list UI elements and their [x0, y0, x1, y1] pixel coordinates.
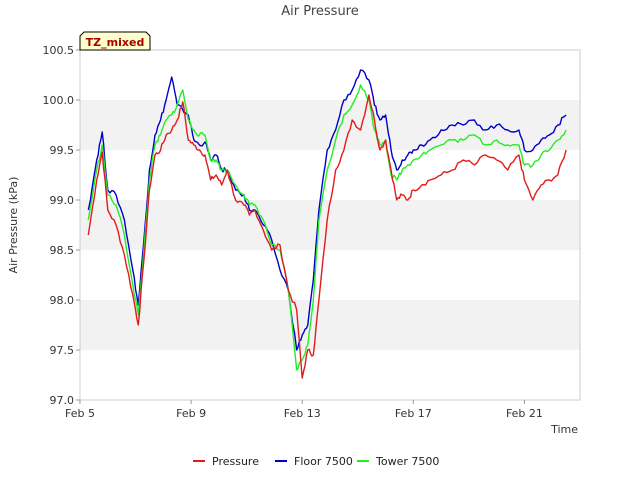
y-tick-label: 98.5 — [50, 244, 75, 257]
y-axis-ticks: 97.0 97.5 98.0 98.5 99.0 99.5 100.0 100.5 — [43, 44, 80, 407]
x-tick-label: Feb 17 — [395, 407, 432, 420]
legend-label: Pressure — [212, 455, 259, 468]
annotation-label: TZ_mixed — [86, 36, 145, 49]
x-tick-label: Feb 5 — [65, 407, 95, 420]
background-band — [80, 250, 580, 300]
y-tick-label: 100.0 — [43, 94, 75, 107]
y-tick-label: 98.0 — [50, 294, 75, 307]
series-line-pressure — [87, 94, 567, 379]
legend-label: Floor 7500 — [294, 455, 353, 468]
y-tick-label: 99.0 — [50, 194, 75, 207]
background-band — [80, 200, 580, 250]
y-axis-label: Air Pressure (kPa) — [7, 177, 20, 274]
background-band — [80, 50, 580, 100]
y-tick-label: 97.0 — [50, 394, 75, 407]
series-line-tower-7500 — [87, 84, 567, 371]
series-lines — [87, 69, 567, 379]
x-axis-ticks: Feb 5 Feb 9 Feb 13 Feb 17 Feb 21 — [65, 400, 543, 420]
plot-background-bands — [80, 50, 580, 400]
y-tick-label: 97.5 — [50, 344, 75, 357]
series-line-floor-7500 — [87, 69, 567, 351]
annotation-box — [79, 31, 151, 51]
x-tick-label: Feb 21 — [506, 407, 543, 420]
y-tick-label: 100.5 — [43, 44, 75, 57]
chart-title: Air Pressure — [281, 4, 359, 19]
x-tick-label: Feb 9 — [176, 407, 206, 420]
plot-area-frame — [79, 49, 581, 401]
background-band — [80, 150, 580, 200]
x-tick-label: Feb 13 — [284, 407, 321, 420]
legend: Pressure Floor 7500 Tower 7500 — [193, 455, 439, 468]
background-band — [80, 300, 580, 350]
background-band — [80, 350, 580, 400]
tz-annotation: TZ_mixed — [79, 31, 151, 51]
x-axis-label: Time — [550, 423, 578, 436]
y-tick-label: 99.5 — [50, 144, 75, 157]
legend-label: Tower 7500 — [375, 455, 439, 468]
